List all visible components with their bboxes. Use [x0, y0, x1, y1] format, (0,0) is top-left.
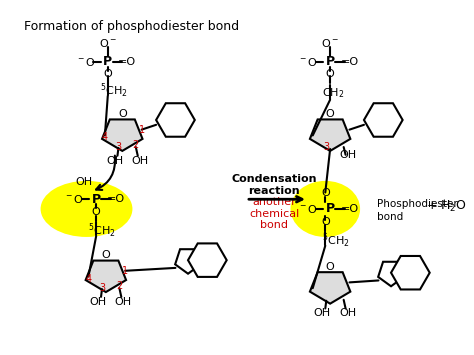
Polygon shape — [175, 249, 201, 274]
Polygon shape — [86, 261, 126, 292]
Text: 2: 2 — [116, 281, 122, 291]
Text: O: O — [101, 250, 110, 260]
Text: O: O — [103, 69, 112, 78]
Text: $^-$O: $^-$O — [64, 193, 84, 205]
Text: Phosphodiester: Phosphodiester — [376, 199, 457, 209]
Text: O: O — [321, 189, 330, 198]
Text: bond: bond — [376, 212, 403, 222]
Text: O$^-$: O$^-$ — [321, 37, 339, 49]
Polygon shape — [156, 103, 195, 137]
Text: OH: OH — [339, 308, 356, 318]
Text: 3: 3 — [323, 142, 329, 152]
Ellipse shape — [291, 181, 360, 237]
Polygon shape — [364, 103, 402, 137]
Text: 1: 1 — [122, 266, 128, 276]
Text: 3: 3 — [115, 142, 121, 152]
Text: OH: OH — [75, 177, 92, 187]
Text: O: O — [92, 207, 100, 217]
Text: =O: =O — [107, 194, 125, 204]
Polygon shape — [378, 262, 404, 286]
Text: + H$_2$O: + H$_2$O — [426, 198, 466, 214]
Text: OH: OH — [339, 150, 356, 160]
Text: OH: OH — [90, 297, 107, 307]
Polygon shape — [310, 119, 350, 151]
Text: 4: 4 — [102, 132, 108, 142]
Text: P: P — [103, 55, 112, 69]
Text: CH$_2$: CH$_2$ — [322, 86, 345, 100]
Text: 3: 3 — [99, 283, 105, 293]
Text: 2: 2 — [133, 140, 139, 150]
Text: =O: =O — [340, 204, 358, 214]
Text: Condensation
reaction: Condensation reaction — [231, 174, 317, 196]
Text: O: O — [118, 109, 127, 119]
Text: $^-$O: $^-$O — [75, 56, 96, 68]
Text: O: O — [321, 218, 330, 228]
Text: another
chemical
bond: another chemical bond — [249, 197, 299, 230]
Polygon shape — [310, 272, 350, 304]
Text: =O: =O — [118, 57, 136, 67]
Polygon shape — [391, 256, 430, 289]
Polygon shape — [188, 244, 227, 277]
Text: OH: OH — [131, 155, 148, 165]
Text: 1: 1 — [138, 125, 145, 135]
Text: $^5$CH$_2$: $^5$CH$_2$ — [322, 231, 350, 250]
Text: OH: OH — [106, 155, 123, 165]
Text: 4: 4 — [85, 273, 91, 284]
Text: P: P — [326, 55, 335, 69]
Text: O: O — [326, 69, 335, 78]
Text: P: P — [326, 202, 335, 215]
Text: O$^-$: O$^-$ — [99, 37, 117, 49]
Text: O: O — [326, 109, 335, 119]
Text: P: P — [91, 193, 101, 206]
Ellipse shape — [41, 181, 132, 237]
Text: $^-$O: $^-$O — [298, 203, 318, 215]
Text: $^5$CH$_2$: $^5$CH$_2$ — [89, 222, 116, 240]
Text: OH: OH — [115, 297, 132, 307]
Text: $^-$O: $^-$O — [298, 56, 318, 68]
Text: Formation of phosphodiester bond: Formation of phosphodiester bond — [24, 20, 239, 33]
Polygon shape — [102, 119, 143, 151]
Text: =O: =O — [340, 57, 358, 67]
Text: O: O — [326, 262, 335, 272]
Text: OH: OH — [314, 308, 331, 318]
Text: $^5$CH$_2$: $^5$CH$_2$ — [100, 82, 128, 100]
